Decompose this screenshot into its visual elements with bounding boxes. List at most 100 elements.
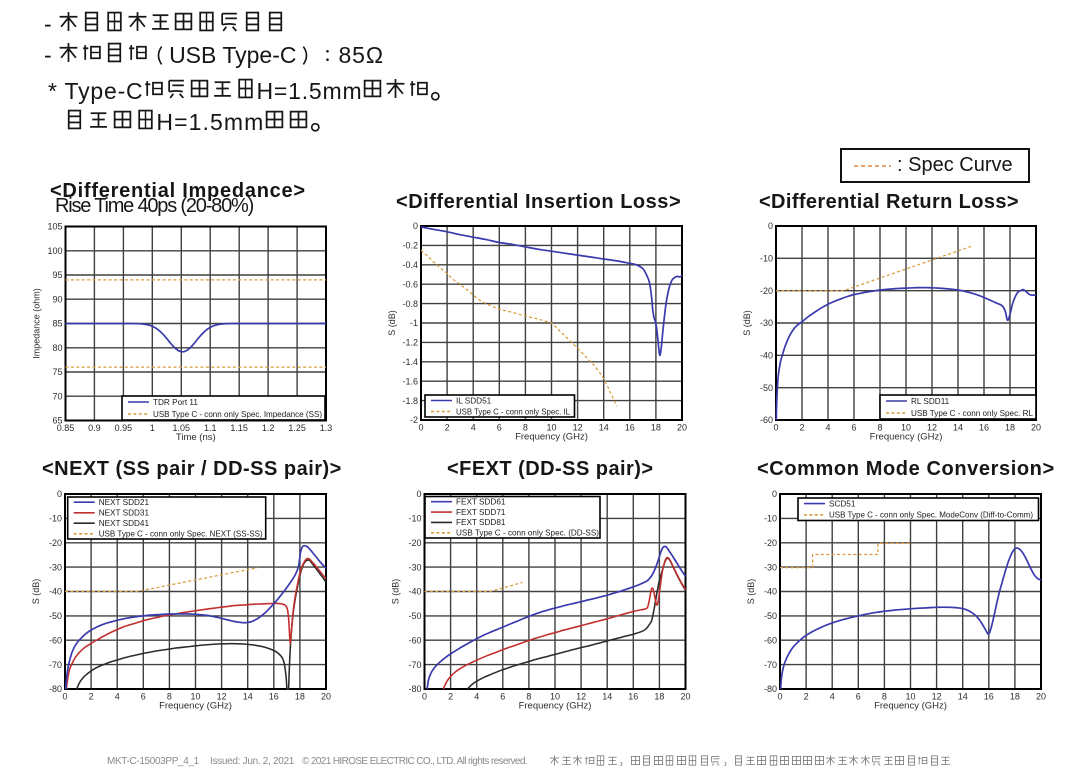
svg-text:-40: -40 [49,587,62,597]
svg-text:1.2: 1.2 [262,423,275,433]
svg-text:0: 0 [418,423,423,433]
svg-text:Time (ns): Time (ns) [176,432,216,443]
svg-text:20: 20 [680,692,690,702]
svg-text:4: 4 [825,423,830,433]
svg-text:0: 0 [777,692,782,702]
svg-text:10: 10 [546,423,556,433]
svg-text:Frequency (GHz): Frequency (GHz) [870,432,943,443]
svg-text:1.1: 1.1 [204,423,217,433]
svg-text:6: 6 [851,423,856,433]
svg-text:TDR Port 11: TDR Port 11 [153,398,198,407]
svg-text:8: 8 [523,423,528,433]
svg-text:USB Type C - conn only Spec. (: USB Type C - conn only Spec. (DD-SS) [456,529,599,538]
svg-text:100: 100 [47,246,62,256]
svg-text:0: 0 [416,489,421,499]
svg-text:16: 16 [625,423,635,433]
svg-text:USB Type C - conn only Spec. R: USB Type C - conn only Spec. RL [911,409,1033,418]
svg-text:Frequency (GHz): Frequency (GHz) [515,432,588,443]
svg-text:-40: -40 [760,351,773,361]
svg-text:-70: -70 [408,660,421,670]
svg-text:8: 8 [882,692,887,702]
svg-text:0: 0 [773,423,778,433]
svg-text:16: 16 [628,692,638,702]
svg-text:20: 20 [1031,423,1041,433]
svg-text:-60: -60 [764,636,777,646]
svg-text:IL SDD51: IL SDD51 [456,396,492,405]
svg-text:RL SDD11: RL SDD11 [911,397,950,406]
svg-text:FEXT SDD81: FEXT SDD81 [456,518,506,527]
svg-text:SCD51: SCD51 [829,499,856,508]
svg-text:14: 14 [599,423,609,433]
svg-text:-30: -30 [49,562,62,572]
svg-text:0: 0 [422,692,427,702]
svg-text:S (dB): S (dB) [387,310,397,336]
svg-text:-70: -70 [764,660,777,670]
svg-text:-30: -30 [408,562,421,572]
svg-text:-10: -10 [408,514,421,524]
svg-text:10: 10 [550,692,560,702]
svg-text:0: 0 [57,489,62,499]
svg-text:-0.6: -0.6 [402,279,418,289]
svg-text:-50: -50 [760,383,773,393]
svg-text:0.95: 0.95 [115,423,133,433]
svg-text:1.25: 1.25 [288,423,306,433]
svg-text:10: 10 [190,692,200,702]
svg-text:Frequency (GHz): Frequency (GHz) [519,701,592,712]
svg-text:18: 18 [651,423,661,433]
svg-text:14: 14 [243,692,253,702]
svg-text:S (dB): S (dB) [746,579,756,605]
svg-text:16: 16 [269,692,279,702]
svg-text:Frequency (GHz): Frequency (GHz) [159,701,232,712]
svg-text:Impedance (ohm): Impedance (ohm) [32,288,42,359]
svg-text:-1.4: -1.4 [402,357,418,367]
svg-text:-40: -40 [408,587,421,597]
svg-text:12: 12 [217,692,227,702]
svg-text:-1.8: -1.8 [402,396,418,406]
svg-text:80: 80 [52,343,62,353]
svg-text:-20: -20 [764,538,777,548]
svg-text:14: 14 [602,692,612,702]
svg-text:0: 0 [62,692,67,702]
svg-text:4: 4 [830,692,835,702]
svg-text:0: 0 [413,221,418,231]
svg-text:-50: -50 [408,611,421,621]
svg-text:-2: -2 [410,415,418,425]
svg-text:14: 14 [953,423,963,433]
svg-text:-60: -60 [49,636,62,646]
svg-text:20: 20 [677,423,687,433]
svg-text:6: 6 [497,423,502,433]
svg-text:6: 6 [856,692,861,702]
svg-text:4: 4 [115,692,120,702]
svg-text:10: 10 [901,423,911,433]
svg-text:USB Type C - conn only Spec. N: USB Type C - conn only Spec. NEXT (SS-SS… [99,530,263,539]
svg-text:1.15: 1.15 [230,423,248,433]
svg-text:12: 12 [573,423,583,433]
svg-text:-10: -10 [49,514,62,524]
svg-text:-80: -80 [408,684,421,694]
svg-text:NEXT SDD41: NEXT SDD41 [99,519,150,528]
svg-text:S (dB): S (dB) [391,579,401,605]
svg-text:-50: -50 [764,611,777,621]
svg-text:0.9: 0.9 [88,423,101,433]
svg-text:0: 0 [768,221,773,231]
svg-text:105: 105 [47,222,62,232]
svg-text:95: 95 [52,270,62,280]
svg-text:1.3: 1.3 [320,423,333,433]
svg-text:-20: -20 [408,538,421,548]
svg-text:20: 20 [321,692,331,702]
svg-text:-0.8: -0.8 [402,299,418,309]
svg-text:2: 2 [799,423,804,433]
svg-text:-1.2: -1.2 [402,338,418,348]
svg-text:-80: -80 [764,684,777,694]
svg-text:20: 20 [1036,692,1046,702]
svg-text:85: 85 [52,319,62,329]
svg-text:2: 2 [448,692,453,702]
svg-text:2: 2 [445,423,450,433]
svg-text:4: 4 [471,423,476,433]
svg-text:-80: -80 [49,684,62,694]
svg-text:-10: -10 [760,254,773,264]
svg-text:FEXT SDD61: FEXT SDD61 [456,498,506,507]
svg-text:0.85: 0.85 [57,423,75,433]
svg-text:65: 65 [52,416,62,426]
svg-text:18: 18 [295,692,305,702]
